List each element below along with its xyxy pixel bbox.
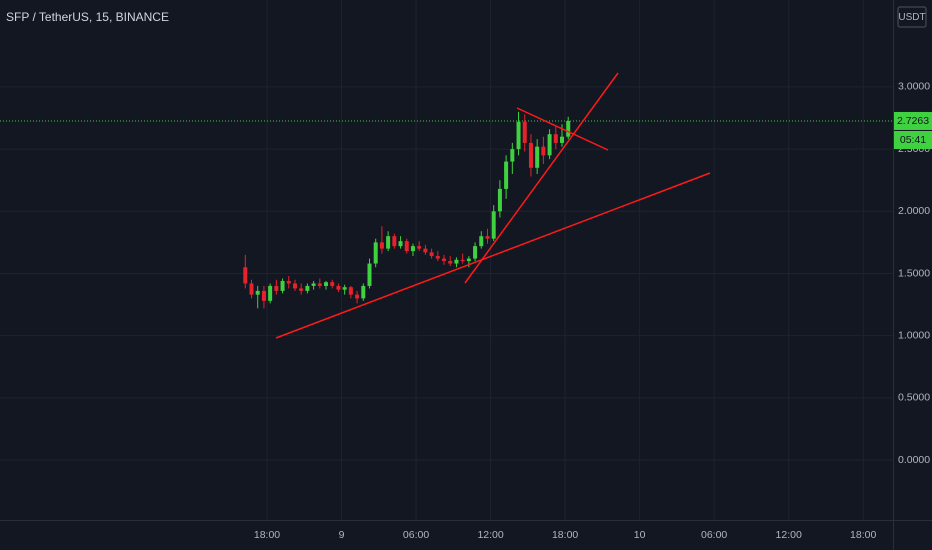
candle-body [417,246,422,249]
y-tick-label: 1.0000 [898,329,930,341]
candle-body [423,248,428,253]
candle-body [510,149,515,162]
candle-body [435,256,440,259]
candle-body [473,246,478,259]
x-tick-label: 12:00 [776,529,802,541]
currency-label: USDT [898,12,925,23]
candle-body [324,282,329,286]
candle-body [342,287,347,290]
candle-body [454,259,459,264]
candle-body [398,241,403,247]
candle-body [336,285,341,290]
candle-body [274,285,279,291]
candle-body [261,290,266,301]
candle-body [541,146,546,156]
y-tick-label: 3.0000 [898,81,930,93]
candle-body [305,285,310,291]
candle-body [479,236,484,247]
candle-body [485,236,490,239]
candle-body [361,285,366,299]
x-tick-label: 06:00 [701,529,727,541]
candle-body [547,134,552,156]
candle-body [286,280,291,284]
candle-body [249,283,254,295]
x-tick-label: 18:00 [552,529,578,541]
candle-body [299,288,304,291]
chart-title: SFP / TetherUS, 15, BINANCE [6,10,169,24]
candle-body [560,136,565,143]
x-tick-label: 18:00 [850,529,876,541]
candle-body [392,236,397,247]
trend-line [275,172,711,339]
x-tick-label: 9 [339,529,345,541]
trend-line [516,107,609,151]
trend-lines [275,72,711,339]
candle-body [311,283,316,286]
last-price-label: 2.7263 [897,115,929,127]
x-tick-label: 12:00 [477,529,503,541]
candle-body [317,283,322,286]
candle-body [553,134,558,143]
candle-body [280,280,285,291]
candle-body [460,259,465,262]
candle-body [516,121,521,150]
countdown-box [894,130,932,149]
candle-body [367,263,372,286]
candle-body [491,211,496,239]
candle-body [355,294,360,299]
x-tick-label: 18:00 [254,529,280,541]
y-tick-label: 0.5000 [898,392,930,404]
candle-body [292,283,297,289]
trend-line [464,72,619,284]
countdown-label: 05:41 [900,134,926,146]
candle-body [497,188,502,212]
y-tick-label: 0.0000 [898,454,930,466]
candle-body [429,252,434,257]
candle-body [528,142,533,168]
candle-body [404,241,409,252]
candle-body [410,246,415,252]
y-tick-label: 2.0000 [898,205,930,217]
currency-box [897,6,927,28]
candle-body [448,261,453,264]
candle-body [522,121,527,143]
y-tick-label: 1.5000 [898,267,930,279]
x-tick-label: 10 [634,529,646,541]
candle-body [330,282,335,286]
candle-body [466,258,471,262]
candle-body [268,285,273,301]
candle-body [566,120,571,137]
candle-body [243,267,248,284]
candle-body [504,161,509,189]
candle-body [379,242,384,249]
candle-body [442,258,447,262]
candle-body [255,290,260,295]
candle-body [386,236,391,249]
candle-body [348,287,353,295]
last-price-box [894,111,932,130]
candle-body [373,242,378,264]
x-tick-label: 06:00 [403,529,429,541]
candle-body [535,146,540,168]
